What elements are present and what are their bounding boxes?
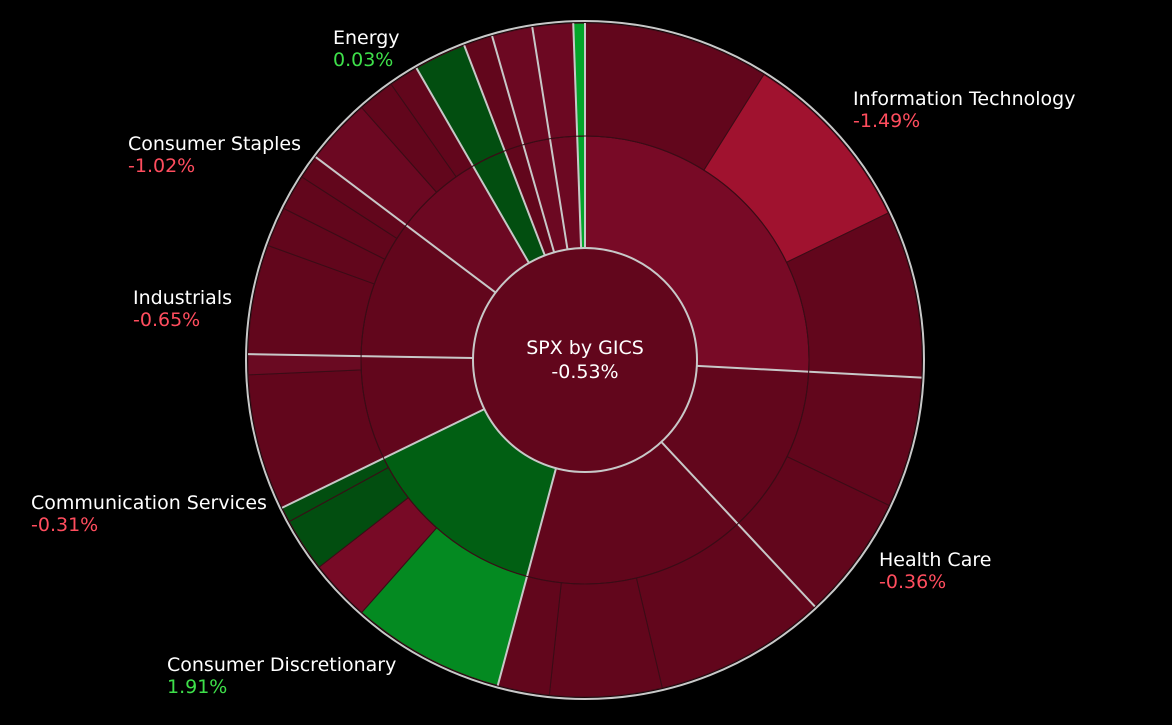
label-information-technology[interactable]: Information Technology -1.49%: [853, 88, 1075, 132]
sector-divider: [491, 35, 556, 253]
sector-name: Industrials: [133, 287, 233, 309]
sector-change: -0.31%: [31, 514, 99, 536]
sector-change: -0.36%: [879, 571, 947, 593]
outer-ring-border: [245, 20, 925, 700]
sector-change: -0.65%: [133, 309, 201, 331]
sector-change: -1.49%: [853, 110, 921, 132]
sector-change: 1.91%: [167, 676, 228, 698]
sector-name: Information Technology: [853, 88, 1076, 110]
label-energy[interactable]: Energy 0.03%: [333, 27, 400, 71]
middle-ring-border: [360, 135, 810, 585]
sector-divider: [248, 353, 474, 360]
label-health-care[interactable]: Health Care -0.36%: [879, 549, 991, 593]
center-total-change: -0.53%: [551, 361, 618, 383]
sector-name: Consumer Discretionary: [167, 654, 397, 676]
sector-change: 0.03%: [333, 49, 394, 71]
sector-name: Consumer Staples: [128, 133, 302, 155]
center-title: SPX by GICS: [526, 337, 644, 359]
sector-change: -1.02%: [128, 155, 196, 177]
sector-ring: [360, 135, 810, 585]
subindustry-ring: [247, 22, 923, 698]
label-industrials[interactable]: Industrials -0.65%: [133, 287, 232, 331]
center-disc[interactable]: [472, 247, 698, 473]
label-consumer-discretionary[interactable]: Consumer Discretionary 1.91%: [167, 654, 396, 698]
sector-name: Health Care: [879, 549, 992, 571]
label-communication-services[interactable]: Communication Services -0.31%: [31, 492, 267, 536]
label-consumer-staples[interactable]: Consumer Staples -1.02%: [128, 133, 301, 177]
sector-name: Energy: [333, 27, 400, 49]
sector-divider: [572, 23, 583, 249]
sector-name: Communication Services: [31, 492, 267, 514]
